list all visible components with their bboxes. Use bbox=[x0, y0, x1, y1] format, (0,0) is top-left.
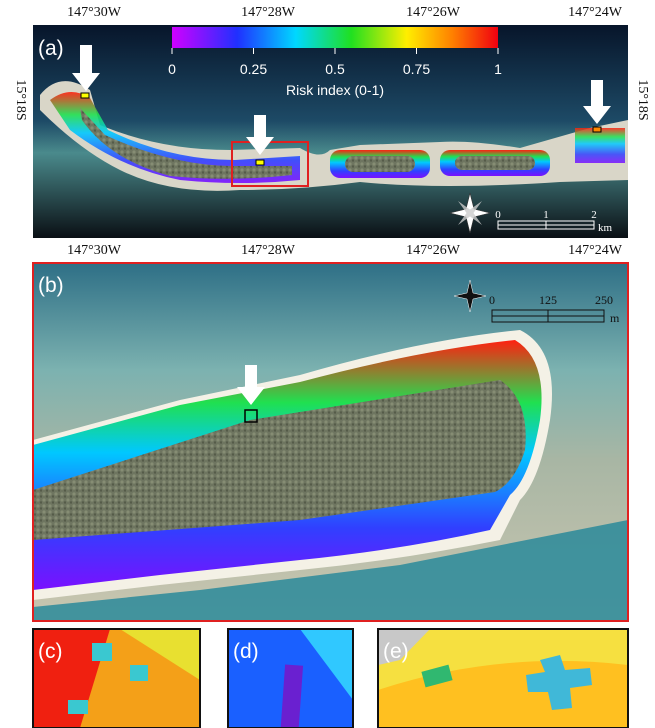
panel-border bbox=[227, 628, 354, 728]
arrow bbox=[72, 45, 100, 91]
north-arrow bbox=[453, 279, 487, 313]
scale-label: 250 bbox=[595, 293, 613, 307]
building bbox=[280, 664, 304, 728]
satellite-image bbox=[33, 25, 628, 238]
vegetation bbox=[455, 156, 535, 170]
panel-label: (d) bbox=[233, 640, 259, 663]
scale-unit: km bbox=[598, 222, 613, 234]
risk-surface bbox=[300, 629, 353, 700]
north-arrow bbox=[449, 192, 491, 234]
scale-label: 0 bbox=[489, 293, 495, 307]
site-marker bbox=[80, 92, 90, 99]
longitude-label: 147°26W bbox=[406, 5, 461, 20]
scale-label: 125 bbox=[539, 293, 557, 307]
building bbox=[68, 700, 88, 714]
panel-label: (a) bbox=[38, 37, 64, 60]
panel-label: (e) bbox=[383, 640, 409, 663]
longitude-label: 147°30W bbox=[67, 243, 122, 258]
longitude-label: 147°28W bbox=[241, 5, 296, 20]
vegetation bbox=[80, 108, 292, 179]
scale-bar: 0 1 2 km bbox=[495, 209, 612, 234]
scale-unit: m bbox=[610, 311, 620, 325]
risk-band bbox=[50, 91, 300, 183]
risk-surface bbox=[378, 629, 628, 690]
panel-label: (b) bbox=[38, 274, 64, 297]
arrow bbox=[237, 365, 265, 405]
longitude-label: 147°26W bbox=[406, 243, 461, 258]
vegetation bbox=[33, 380, 526, 540]
longitude-label: 147°24W bbox=[568, 243, 623, 258]
compass bbox=[453, 279, 487, 313]
site-marker bbox=[592, 126, 602, 133]
arrow bbox=[246, 115, 274, 155]
colorbar-tick-label: 0 bbox=[168, 61, 176, 77]
panel-border bbox=[377, 628, 629, 728]
longitude-label: 147°30W bbox=[67, 5, 122, 20]
sand bbox=[378, 629, 430, 665]
scale-label: 0 bbox=[495, 209, 501, 221]
scale-label: 2 bbox=[591, 209, 597, 221]
site-marker bbox=[244, 409, 258, 423]
building bbox=[92, 643, 112, 661]
colorbar-tick-label: 0.25 bbox=[240, 61, 267, 77]
colorbar-title: Risk index (0-1) bbox=[286, 82, 384, 98]
building bbox=[130, 665, 148, 681]
site-marker bbox=[255, 159, 265, 166]
panel-label: (c) bbox=[38, 640, 63, 663]
building bbox=[526, 655, 592, 710]
panel-border bbox=[32, 262, 629, 622]
arrow bbox=[583, 80, 611, 124]
risk-surface bbox=[120, 629, 200, 680]
latitude-label: 15°18S bbox=[635, 79, 650, 120]
scale-bar: 0 125 250 m bbox=[489, 293, 620, 325]
panel-border bbox=[32, 628, 201, 728]
colorbar-ticks: 0 0.25 0.5 0.75 1 bbox=[168, 48, 502, 77]
colorbar-tick-label: 0.75 bbox=[403, 61, 430, 77]
colorbar-tick-label: 1 bbox=[494, 61, 502, 77]
risk-surface bbox=[33, 629, 110, 728]
compass bbox=[458, 201, 482, 225]
arrows bbox=[72, 45, 611, 155]
vegetation bbox=[345, 156, 415, 172]
longitude-label: 147°24W bbox=[568, 5, 623, 20]
longitude-label: 147°28W bbox=[241, 243, 296, 258]
colorbar bbox=[172, 27, 498, 48]
building bbox=[421, 664, 453, 688]
risk-band bbox=[575, 128, 625, 163]
reef bbox=[33, 520, 628, 621]
scale-label: 1 bbox=[543, 209, 549, 221]
colorbar-tick-label: 0.5 bbox=[325, 61, 345, 77]
latitude-label: 15°18S bbox=[13, 79, 28, 120]
